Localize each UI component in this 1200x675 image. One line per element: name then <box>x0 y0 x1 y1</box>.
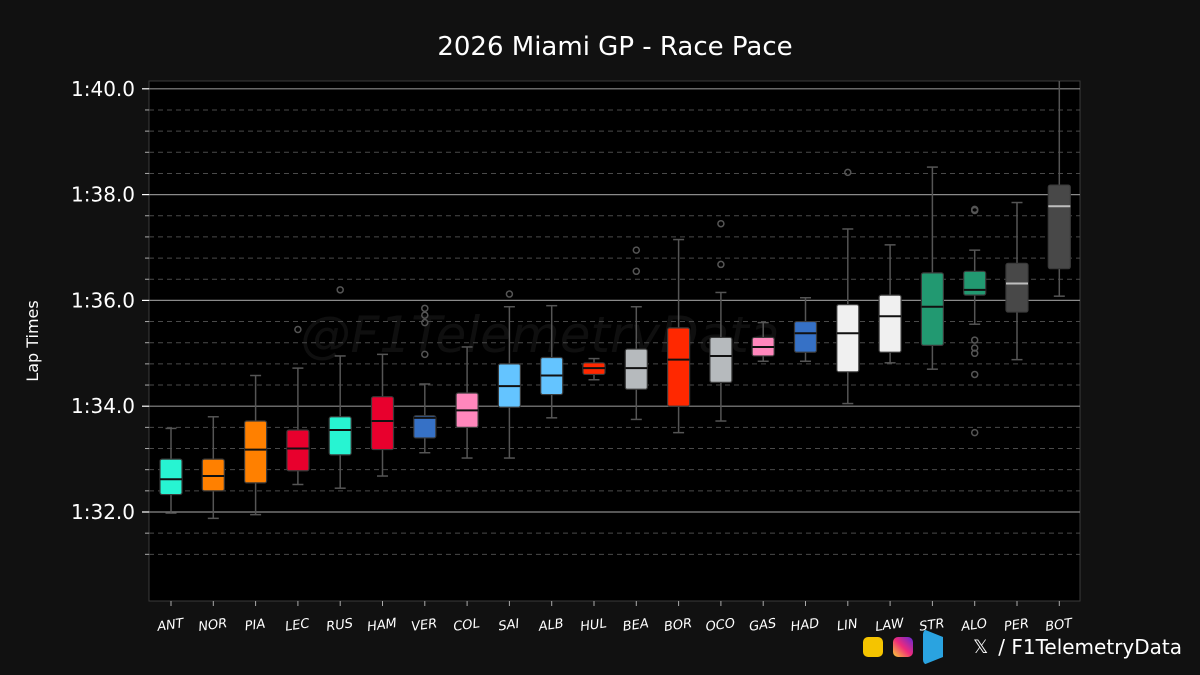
y-tick-label: 1:40.0 <box>71 77 135 101</box>
outlier-point <box>632 246 641 254</box>
box-str <box>920 166 945 370</box>
x-tick-label: GAS <box>748 616 777 635</box>
box-iqr <box>328 416 352 456</box>
x-tick-label: BEA <box>622 616 650 634</box>
x-tick-label: OCO <box>705 616 736 635</box>
x-tick-label: LAW <box>874 616 906 635</box>
box-gas <box>751 321 775 362</box>
y-axis-label: Lap Times <box>23 300 42 381</box>
x-tick-label: SAI <box>497 617 520 635</box>
box-iqr <box>624 348 648 390</box>
instagram-icon[interactable] <box>892 637 913 657</box>
box-lin <box>836 168 860 405</box>
box-iqr <box>413 415 437 439</box>
box-alb <box>540 304 564 419</box>
outlier-point <box>717 260 725 269</box>
x-tick-label: ANT <box>155 616 185 635</box>
y-tick-label: 1:32.0 <box>71 500 135 524</box>
box-alo <box>963 205 987 437</box>
box-col <box>455 346 479 459</box>
outlier-point <box>421 304 429 313</box>
outlier-point <box>970 428 979 437</box>
x-tick-label: COL <box>452 616 480 635</box>
box-sai <box>497 290 521 459</box>
y-axis-ticks: 1:32.0 1:34.0 1:36.0 1:38.0 1:40.0 <box>71 77 149 524</box>
footer-socials: 𝕏 / F1TelemetryData <box>862 629 1182 665</box>
outlier-point <box>294 325 302 334</box>
y-tick-label: 1:34.0 <box>71 394 135 418</box>
y-tick-label: 1:36.0 <box>71 288 135 312</box>
box-bor <box>666 238 691 434</box>
box-per <box>1005 201 1029 361</box>
chart-title: 2026 Miami GP - Race Pace <box>437 32 792 62</box>
outlier-point <box>970 344 979 352</box>
outlier-point <box>632 267 641 276</box>
box-iqr <box>370 396 395 451</box>
box-pia <box>244 374 268 516</box>
x-icon[interactable]: 𝕏 <box>972 636 989 658</box>
box-iqr <box>286 429 310 472</box>
x-tick-label: RUS <box>325 616 354 635</box>
box-lec <box>286 325 310 486</box>
x-tick-label: HAD <box>790 616 820 635</box>
box-iqr <box>666 327 691 407</box>
x-tick-label: PER <box>1003 616 1030 634</box>
box-layer <box>159 81 1071 520</box>
box-had <box>793 297 818 362</box>
x-tick-label: PIA <box>244 617 266 635</box>
outlier-point <box>421 318 429 327</box>
box-oco <box>709 219 733 422</box>
x-tick-label: BOR <box>663 616 693 635</box>
outlier-point <box>421 350 429 359</box>
box-bea <box>624 246 648 421</box>
box-iqr <box>878 294 902 353</box>
box-bot <box>1047 81 1071 297</box>
outlier-point <box>717 219 725 228</box>
outlier-point <box>970 336 979 344</box>
telegram-icon[interactable] <box>922 629 963 665</box>
box-hul <box>582 357 606 381</box>
y-tick-label: 1:38.0 <box>71 183 135 207</box>
box-ant <box>159 427 183 514</box>
x-axis-ticks: ANT NOR PIA LEC RUS HAM VER COL SAI ALB HUL BEA BOR O… <box>155 601 1074 635</box>
box-iqr <box>244 420 268 484</box>
box-iqr <box>920 272 945 346</box>
outlier-point <box>970 205 979 214</box>
outlier-point <box>844 168 852 177</box>
box-ver <box>413 304 437 454</box>
box-iqr <box>1005 262 1029 313</box>
x-tick-label: ALO <box>959 616 988 635</box>
watermark: @F1TelemetryData <box>301 306 780 364</box>
box-iqr <box>1047 184 1071 270</box>
x-tick-label: HUL <box>579 616 607 635</box>
coffee-icon[interactable] <box>862 637 883 657</box>
x-tick-label: NOR <box>197 616 228 635</box>
box-iqr <box>709 336 733 383</box>
outlier-point <box>970 370 979 379</box>
box-iqr <box>793 320 818 353</box>
outlier-point <box>505 290 514 298</box>
outlier-point <box>336 286 344 294</box>
outlier-point <box>421 311 429 319</box>
box-law <box>878 244 902 364</box>
x-tick-label: BOT <box>1044 616 1074 635</box>
box-rus <box>328 286 352 489</box>
x-tick-label: VER <box>410 616 438 634</box>
x-tick-label: LIN <box>836 617 859 635</box>
x-tick-label: HAM <box>366 616 398 635</box>
box-iqr <box>836 304 860 373</box>
box-nor <box>201 416 225 520</box>
social-handle[interactable]: / F1TelemetryData <box>998 635 1182 659</box>
x-tick-label: LEC <box>284 616 311 634</box>
box-iqr <box>963 270 987 296</box>
box-iqr <box>159 458 183 496</box>
box-iqr <box>201 458 225 492</box>
x-tick-label: ALB <box>537 616 565 634</box>
box-ham <box>370 353 395 477</box>
